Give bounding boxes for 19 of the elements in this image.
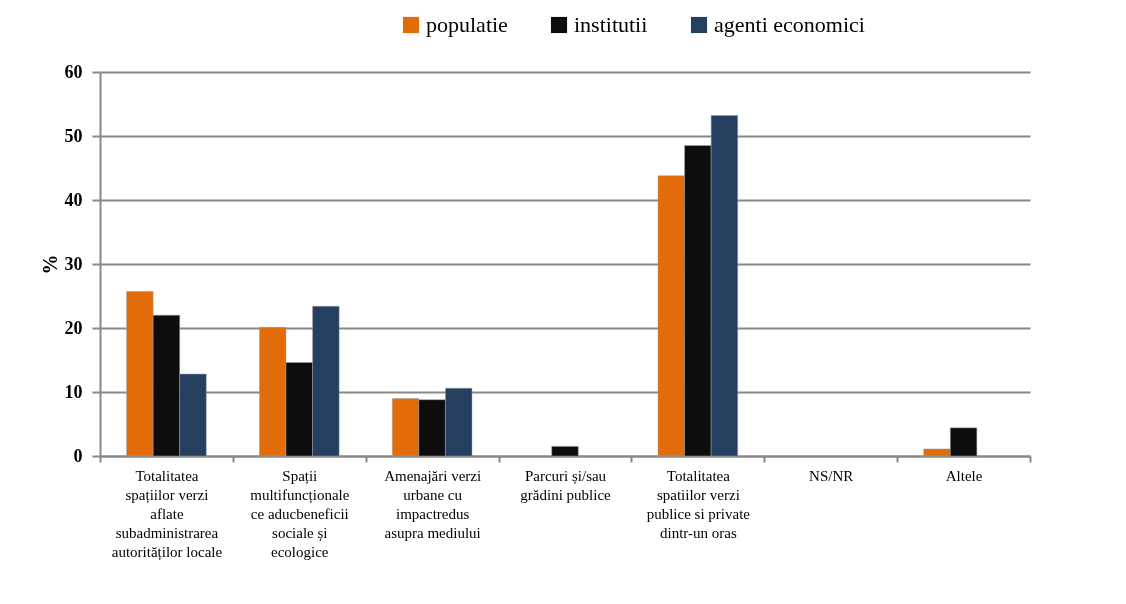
y-tick-label: 60	[64, 61, 83, 82]
y-tick-label: 40	[64, 189, 83, 210]
x-tick-label: Totalitatea spațiilor verzi aflate subadministrarea autorităților locale	[111, 467, 223, 561]
y-tick-label: 50	[64, 125, 83, 146]
x-tick-label: Amenajări verzi urbane cu impactredus asupra mediului	[384, 467, 482, 541]
y-tick-label: 0	[73, 445, 83, 466]
y-tick-label: 10	[64, 381, 83, 402]
x-tick-label: Altele	[945, 467, 983, 484]
legend-label: populatie	[426, 12, 508, 37]
x-tick-label: Spații multifuncționale ce aducbeneficii sociale și ecologice	[250, 467, 350, 560]
x-tick-label: Totalitatea spatiilor verzi publice si private dintr-un oras	[646, 467, 751, 541]
y-axis-title: %	[38, 254, 61, 275]
bar	[551, 446, 579, 457]
y-tick-label: 30	[64, 253, 83, 274]
y-tick-label: 20	[64, 317, 83, 338]
x-tick-label: NS/NR	[809, 467, 854, 484]
x-tick-label: Parcuri și/sau grădini publice	[520, 467, 612, 503]
legend-label: agenti economici	[714, 12, 865, 37]
legend-label: institutii	[574, 12, 648, 37]
